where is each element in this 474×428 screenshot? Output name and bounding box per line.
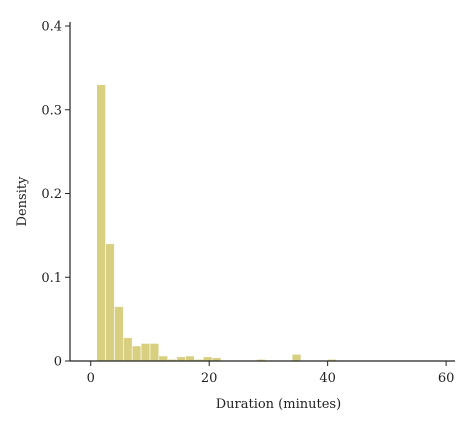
x-axis-ticks: 0 20 40 60 — [87, 361, 455, 386]
y-axis-title: Density — [15, 176, 30, 227]
y-tick-label: 0 — [54, 355, 62, 370]
x-tick-label: 20 — [201, 371, 218, 386]
y-tick-label: 0.3 — [41, 103, 62, 118]
y-axis-ticks: 0 0.1 0.2 0.3 0.4 — [41, 20, 70, 370]
histogram-bar — [202, 356, 213, 362]
x-tick-label: 60 — [438, 371, 455, 386]
histogram-bars — [96, 84, 444, 362]
histogram-bar — [131, 345, 142, 362]
histogram-bar — [149, 343, 160, 362]
x-tick-label: 0 — [87, 371, 95, 386]
histogram-bar — [114, 306, 124, 362]
histogram-bar — [123, 337, 133, 362]
y-tick-label: 0.1 — [41, 271, 62, 286]
histogram-bar — [185, 355, 195, 362]
x-axis-title: Duration (minutes) — [216, 397, 341, 412]
x-tick-label: 40 — [319, 371, 336, 386]
histogram-bar — [105, 243, 115, 362]
histogram-bar — [140, 343, 151, 362]
y-tick-label: 0.2 — [41, 187, 62, 202]
histogram-bar — [176, 356, 186, 362]
histogram-bar — [96, 84, 106, 362]
histogram-bar — [291, 353, 302, 362]
histogram-bar — [158, 355, 169, 362]
y-tick-label: 0.4 — [41, 20, 62, 35]
